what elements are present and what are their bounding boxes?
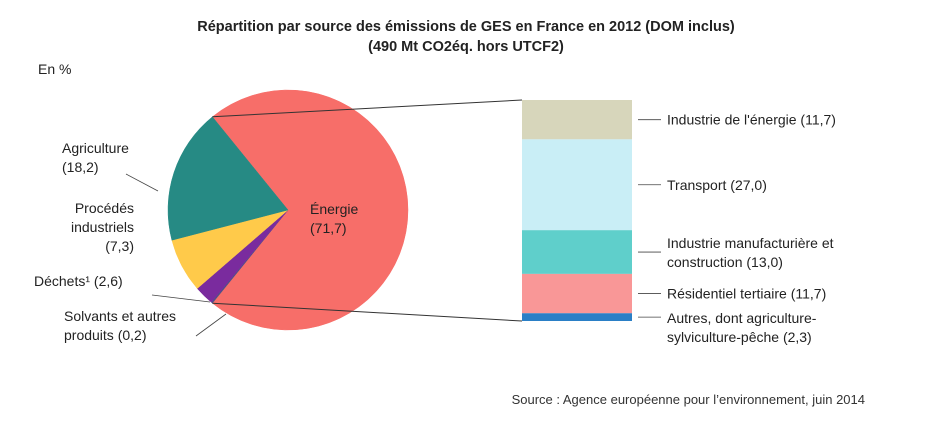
connector-bottom (212, 302, 523, 322)
leader-solvants (195, 313, 227, 337)
slice-labels: Énergie (71,7) Agriculture (18,2) Procédés in… (34, 112, 836, 345)
label-autres-dont-agriculture-sylviculture-peche-line-2: sylviculture-pêche (2,3) (667, 329, 812, 345)
connector-top (212, 99, 523, 118)
label-transport-line-1: Transport (27,0) (667, 177, 767, 193)
breakdown-segment-transport (522, 139, 632, 231)
leader-dechets (151, 294, 211, 303)
label-agriculture-line-1: Agriculture (62, 140, 129, 156)
breakdown-connectors (212, 99, 523, 322)
breakdown-segment-industrie-de-l-energie (522, 100, 632, 140)
label-solvants-line-2: produits (0,2) (64, 327, 146, 343)
unit-label: En % (38, 61, 71, 77)
pie (167, 89, 409, 331)
leader-agriculture (125, 173, 159, 192)
pie-slice-agriculture (167, 116, 289, 241)
chart-title: Répartition par source des émissions de … (197, 19, 735, 35)
chart-subtitle: (490 Mt CO2éq. hors UTCF2) (368, 39, 564, 55)
label-agriculture-line-2: (18,2) (62, 159, 99, 175)
energy-breakdown-bar (522, 100, 632, 321)
label-procedes-industriels-line-2: industriels (71, 219, 134, 235)
breakdown-segment-autres-dont-agriculture-sylviculture-peche (522, 313, 632, 321)
label-industrie-de-l-energie-line-1: Industrie de l'énergie (11,7) (667, 112, 836, 128)
label-energie-line-1: Énergie (310, 201, 358, 217)
label-solvants-line-1: Solvants et autres (64, 308, 176, 324)
label-procedes-industriels-line-3: (7,3) (105, 238, 134, 254)
label-residentiel-tertiaire-line-1: Résidentiel tertiaire (11,7) (667, 286, 826, 302)
source-note: Source : Agence européenne pour l’enviro… (512, 392, 865, 407)
label-industrie-manufacturiere-et-construction-line-2: construction (13,0) (667, 254, 783, 270)
label-energie-line-2: (71,7) (310, 220, 347, 236)
label-procedes-industriels-line-1: Procédés (75, 200, 134, 216)
label-autres-dont-agriculture-sylviculture-peche-line-1: Autres, dont agriculture- (667, 310, 817, 326)
label-industrie-manufacturiere-et-construction-line-1: Industrie manufacturière et (667, 235, 834, 251)
breakdown-segment-residentiel-tertiaire (522, 273, 632, 314)
label-dechets-line-1: Déchets¹ (2,6) (34, 273, 123, 289)
label-leaders (125, 119, 661, 337)
pie-slice-energie (212, 89, 409, 331)
breakdown-segment-industrie-manufacturiere-et-construction (522, 230, 632, 274)
